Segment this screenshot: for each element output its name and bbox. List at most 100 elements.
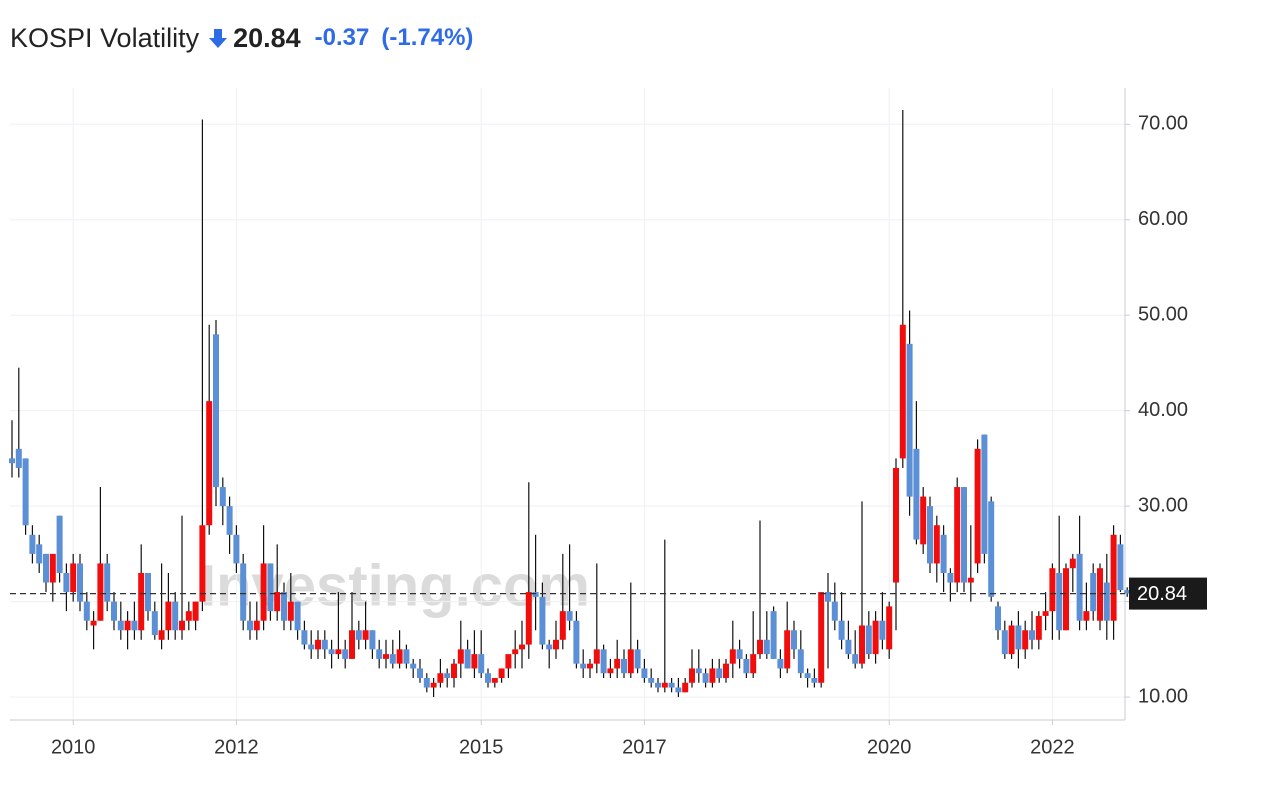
candle-body	[471, 654, 478, 669]
candle-body	[961, 487, 967, 583]
candle-body	[1097, 568, 1103, 621]
candle-body	[376, 649, 383, 659]
candle-body	[49, 553, 56, 583]
candle-body	[804, 673, 811, 678]
candle-body	[498, 668, 505, 678]
candle-body	[777, 658, 784, 669]
candle-body	[247, 620, 253, 631]
candle-body	[151, 611, 158, 636]
candle-body	[709, 668, 716, 683]
candle-body	[22, 458, 29, 526]
candle-body	[274, 592, 281, 612]
candle-body	[1001, 630, 1008, 655]
x-tick-label: 2012	[214, 736, 259, 758]
candle-body	[281, 592, 287, 621]
candle-body	[451, 663, 457, 678]
candle-body	[1090, 572, 1097, 612]
candle-body	[124, 620, 131, 631]
candle-body	[396, 649, 403, 664]
candle-body	[410, 663, 417, 669]
candle-body	[695, 668, 702, 674]
candle-body	[1015, 625, 1022, 650]
candle-body	[43, 553, 49, 583]
candle-body	[301, 630, 308, 645]
y-tick-label: 60.00	[1138, 208, 1188, 230]
candle-body	[36, 544, 43, 564]
candle-body	[852, 654, 859, 664]
y-tick-label: 10.00	[1138, 685, 1188, 707]
last-price-label: 20.84	[1137, 583, 1187, 605]
candle-body	[655, 682, 661, 688]
candle-body	[9, 458, 15, 464]
instrument-title: KOSPI Volatility	[10, 22, 200, 53]
candle-body	[927, 506, 933, 564]
candle-body	[213, 334, 219, 488]
candle-body	[614, 658, 621, 669]
candle-body	[981, 434, 988, 554]
candle-body	[165, 601, 172, 631]
candle-body	[349, 630, 355, 659]
candle-body	[886, 606, 893, 650]
candle-body	[56, 515, 63, 573]
candle-body	[389, 654, 396, 664]
candle-body	[505, 654, 512, 669]
x-tick-label: 2022	[1030, 736, 1075, 758]
candle-body	[838, 620, 845, 640]
candle-body	[321, 639, 328, 650]
candle-body	[797, 649, 804, 674]
candle-body	[83, 601, 90, 621]
candle-body	[1035, 615, 1042, 640]
candle-body	[593, 649, 600, 664]
candle-body	[546, 644, 553, 650]
candle-body	[641, 668, 648, 678]
candle-body	[1117, 544, 1124, 591]
candle-body	[77, 563, 83, 602]
candle-body	[383, 654, 389, 659]
candle-body	[899, 324, 906, 459]
candle-body	[117, 620, 124, 631]
x-tick-label: 2020	[867, 736, 912, 758]
candle-body	[464, 649, 471, 669]
candle-body	[335, 649, 342, 655]
candle-body	[1049, 568, 1056, 612]
price-change: -0.37	[314, 24, 370, 51]
candle-body	[233, 534, 240, 564]
candle-body	[158, 630, 165, 640]
candle-body	[831, 601, 838, 621]
candle-body	[192, 601, 199, 621]
down-arrow-icon	[209, 29, 228, 48]
candle-body	[600, 649, 607, 674]
candle-body	[253, 620, 260, 631]
candle-body	[240, 563, 247, 621]
candle-body	[287, 601, 294, 621]
candle-body	[1083, 611, 1090, 621]
candle-body	[1022, 630, 1029, 650]
candle-body	[573, 620, 580, 664]
candle-body	[893, 467, 899, 583]
candle-body	[736, 649, 743, 659]
candle-body	[512, 649, 519, 655]
candle-body	[682, 682, 689, 693]
candle-body	[913, 448, 920, 540]
candle-body	[627, 649, 634, 674]
candle-body	[675, 687, 682, 693]
candle-body	[1029, 630, 1035, 640]
candle-body	[879, 620, 886, 640]
candle-body	[661, 682, 668, 688]
candle-body	[1008, 625, 1015, 655]
candle-body	[539, 596, 546, 645]
candle-body	[267, 563, 274, 612]
header: KOSPI Volatility 20.84 -0.37 (-1.74%)	[10, 20, 473, 56]
candle-body	[328, 649, 335, 655]
candle-body	[940, 534, 947, 573]
x-tick-label: 2010	[51, 736, 96, 758]
candle-body	[1124, 590, 1131, 594]
candle-body	[1076, 553, 1083, 621]
candle-body	[111, 601, 117, 621]
candle-body	[729, 649, 736, 664]
candle-body	[689, 668, 695, 683]
candle-body	[933, 525, 940, 564]
candle-body	[607, 668, 614, 674]
candle-body	[29, 534, 36, 554]
candle-body	[784, 630, 791, 669]
